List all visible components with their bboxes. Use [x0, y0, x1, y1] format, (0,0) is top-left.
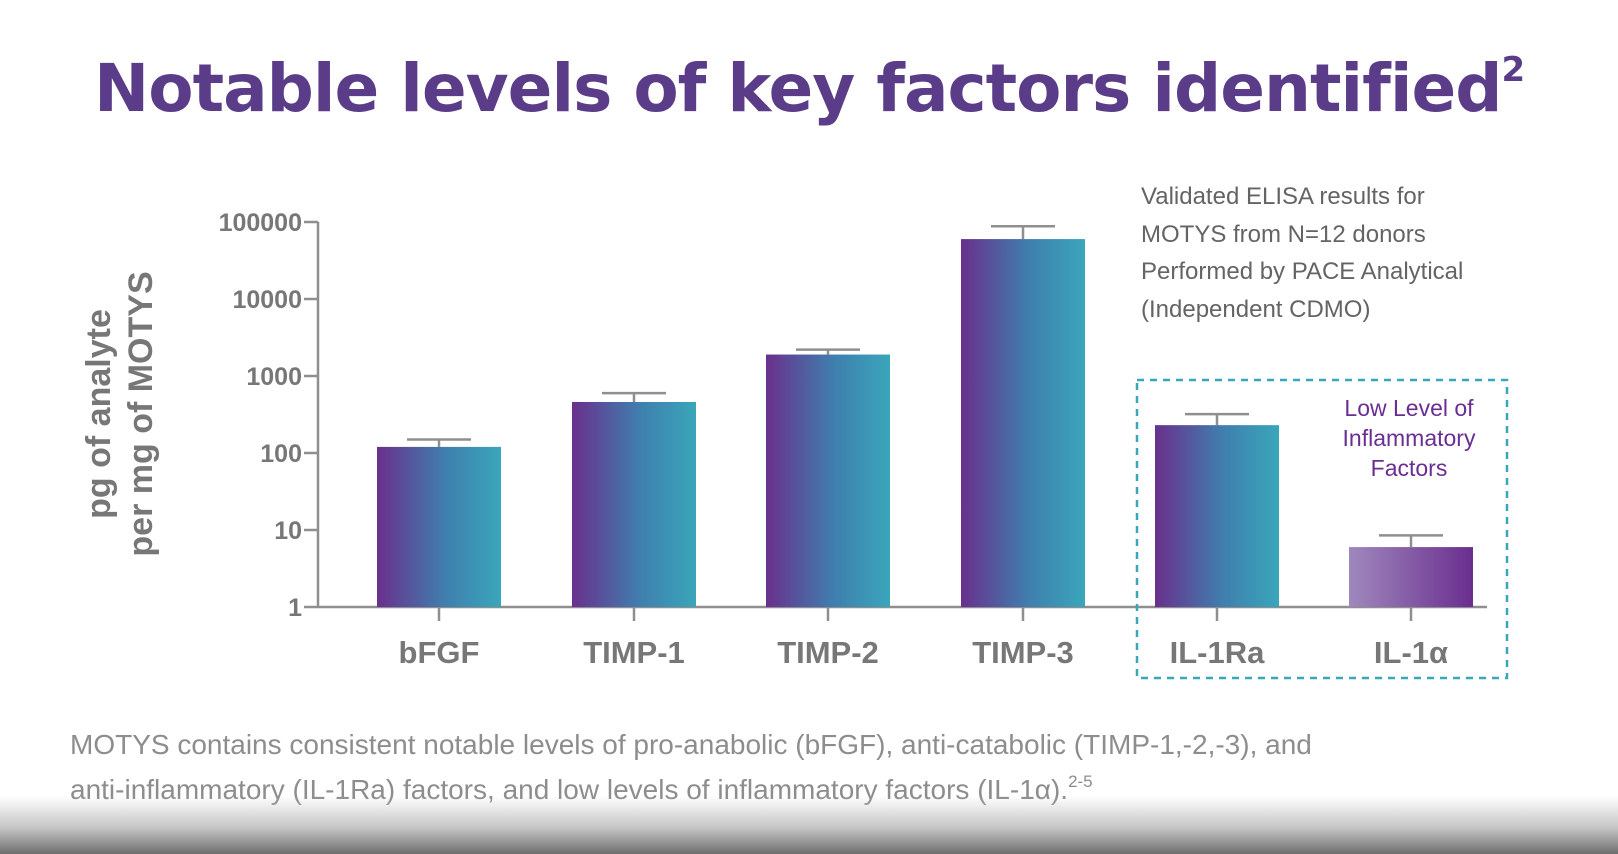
- highlight-box-label: Factors: [1371, 455, 1448, 481]
- caption-line: MOTYS contains consistent notable levels…: [70, 729, 1312, 760]
- y-tick-label: 10: [274, 517, 302, 545]
- x-tick-label: TIMP-3: [972, 635, 1074, 670]
- bar-il-1-: [1349, 547, 1473, 607]
- y-axis-title-line: per mg of MOTYS: [122, 271, 160, 556]
- chart-plot-area: 1 10 100 1000 10000 100000 pg of analyte per mg…: [80, 209, 1509, 680]
- bar-bfgf: [377, 446, 501, 607]
- slide-title: Notable levels of key factors identified…: [94, 50, 1525, 127]
- y-tick-label: 1: [288, 594, 302, 622]
- inflammatory-highlight-box: [1135, 378, 1509, 680]
- y-tick-label: 100: [260, 440, 302, 468]
- x-tick-label: TIMP-1: [583, 635, 685, 670]
- y-axis-title-line: pg of analyte: [80, 309, 118, 519]
- title-reference-sup: 2: [1501, 50, 1525, 90]
- highlight-box-label: Low Level of: [1344, 395, 1474, 421]
- x-tick-label: IL-1α: [1374, 635, 1448, 670]
- bar-chart: 1 10 100 1000 10000 100000 pg of analyte per mg…: [80, 209, 1509, 680]
- bar-timp-1: [572, 401, 696, 607]
- highlight-box-label: Inflammatory: [1343, 425, 1476, 451]
- bar-timp-3: [961, 239, 1085, 608]
- bar-il-1ra: [1155, 425, 1279, 607]
- note-line: Validated ELISA results for: [1141, 183, 1425, 210]
- x-tick-label: IL-1Ra: [1170, 635, 1266, 670]
- caption-reference-sup: 2-5: [1068, 772, 1093, 791]
- note-line: MOTYS from N=12 donors: [1141, 220, 1426, 248]
- note-line: Performed by PACE Analytical: [1141, 258, 1464, 285]
- y-tick-label: 1000: [246, 363, 302, 391]
- slide-title-text: Notable levels of key factors identified: [94, 50, 1502, 127]
- y-tick-label: 10000: [232, 286, 302, 314]
- y-axis-title: pg of analyte per mg of MOTYS: [80, 271, 160, 556]
- y-tick-label: 100000: [219, 209, 302, 237]
- bar-timp-2: [766, 354, 890, 607]
- note-line: (Independent CDMO): [1141, 295, 1371, 323]
- x-tick-label: bFGF: [399, 635, 480, 670]
- x-tick-label: TIMP-2: [777, 635, 879, 670]
- elisa-note: Validated ELISA results for MOTYS from N…: [1141, 178, 1463, 328]
- bottom-shadow: [0, 796, 1618, 854]
